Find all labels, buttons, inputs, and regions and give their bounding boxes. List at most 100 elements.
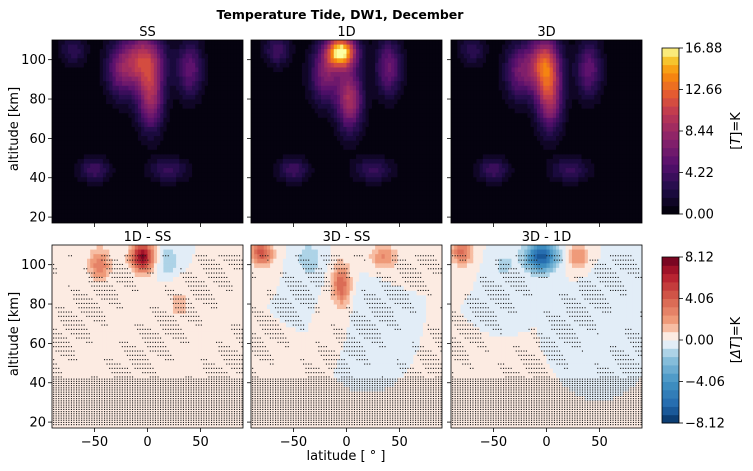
heatmap-cell bbox=[270, 72, 274, 78]
heatmap-cell bbox=[90, 177, 94, 183]
heatmap-cell bbox=[270, 81, 274, 87]
heatmap-cell bbox=[217, 154, 222, 160]
heatmap-cell bbox=[371, 154, 376, 160]
heatmap-cell bbox=[273, 149, 278, 155]
heatmap-cell bbox=[429, 209, 434, 215]
heatmap-cell bbox=[387, 195, 392, 201]
heatmap-cell bbox=[58, 158, 63, 165]
heatmap-cell bbox=[279, 131, 284, 137]
heatmap-cell bbox=[416, 149, 421, 155]
heatmap-cell bbox=[80, 67, 85, 73]
heatmap-cell bbox=[144, 168, 149, 174]
heatmap-cell bbox=[282, 58, 287, 64]
heatmap-cell bbox=[266, 168, 271, 174]
heatmap-cell bbox=[160, 195, 165, 201]
heatmap-cell bbox=[324, 213, 328, 220]
heatmap-cell bbox=[172, 209, 177, 215]
heatmap-cell bbox=[80, 58, 85, 64]
heatmap-cell bbox=[429, 117, 434, 123]
heatmap-cell bbox=[394, 40, 399, 46]
heatmap-cell bbox=[295, 94, 300, 101]
heatmap-cell bbox=[333, 81, 338, 87]
heatmap-cell bbox=[87, 186, 91, 192]
heatmap-cell bbox=[223, 67, 228, 73]
heatmap-cell bbox=[71, 49, 75, 55]
heatmap-cell bbox=[286, 172, 290, 178]
heatmap-cell bbox=[169, 158, 174, 165]
heatmap-cell bbox=[211, 158, 215, 165]
heatmap-cell bbox=[102, 218, 107, 223]
heatmap-cell bbox=[460, 131, 465, 137]
heatmap-cell bbox=[321, 53, 325, 59]
heatmap-cell bbox=[362, 149, 367, 155]
heatmap-cell bbox=[52, 163, 56, 169]
heatmap-cell bbox=[394, 145, 399, 151]
heatmap-cell bbox=[131, 44, 136, 50]
heatmap-cell bbox=[150, 67, 155, 73]
heatmap-cell bbox=[295, 67, 300, 73]
heatmap-cell bbox=[260, 113, 265, 119]
heatmap-cell bbox=[227, 186, 231, 192]
heatmap-cell bbox=[223, 44, 228, 50]
heatmap-cell bbox=[160, 163, 165, 169]
heatmap-cell bbox=[308, 81, 313, 87]
heatmap-cell bbox=[343, 62, 348, 69]
heatmap-cell bbox=[83, 53, 88, 59]
heatmap-cell bbox=[416, 163, 421, 169]
heatmap-cell bbox=[276, 131, 281, 137]
heatmap-cell bbox=[58, 209, 63, 215]
heatmap-cell bbox=[298, 113, 303, 119]
heatmap-cell bbox=[55, 72, 59, 78]
heatmap-cell bbox=[413, 113, 418, 119]
heatmap-cell bbox=[340, 149, 344, 155]
heatmap-cell bbox=[204, 136, 209, 142]
heatmap-cell bbox=[109, 67, 114, 73]
heatmap-cell bbox=[340, 44, 344, 50]
heatmap-cell bbox=[416, 140, 421, 146]
heatmap-cell bbox=[403, 99, 408, 105]
heatmap-cell bbox=[346, 44, 351, 50]
heatmap-cell bbox=[214, 76, 219, 82]
heatmap-cell bbox=[83, 149, 88, 155]
heatmap-cell bbox=[214, 122, 219, 128]
heatmap-cell bbox=[276, 145, 281, 151]
heatmap-cell bbox=[343, 163, 348, 169]
heatmap-cell bbox=[454, 99, 458, 105]
heatmap-cell bbox=[160, 117, 165, 123]
heatmap-cell bbox=[301, 177, 306, 183]
heatmap-cell bbox=[263, 126, 268, 133]
heatmap-cell bbox=[230, 126, 235, 133]
heatmap-cell bbox=[333, 90, 338, 96]
heatmap-cell bbox=[239, 154, 243, 160]
heatmap-cell bbox=[188, 67, 193, 73]
heatmap-cell bbox=[220, 158, 225, 165]
heatmap-cell bbox=[55, 195, 59, 201]
heatmap-cell bbox=[254, 99, 258, 105]
heatmap-cell bbox=[343, 204, 348, 210]
heatmap-cell bbox=[147, 113, 152, 119]
heatmap-cell bbox=[67, 181, 72, 187]
heatmap-cell bbox=[270, 136, 274, 142]
heatmap-cell bbox=[378, 49, 383, 55]
heatmap-cell bbox=[83, 181, 88, 187]
heatmap-cell bbox=[359, 72, 364, 78]
heatmap-cell bbox=[198, 126, 203, 133]
heatmap-cell bbox=[195, 213, 200, 220]
heatmap-cell bbox=[343, 53, 348, 59]
heatmap-cell bbox=[343, 104, 348, 110]
heatmap-cell bbox=[416, 136, 421, 142]
heatmap-cell bbox=[359, 122, 364, 128]
heatmap-cell bbox=[266, 218, 271, 223]
heatmap-cell bbox=[112, 177, 117, 183]
heatmap-cell bbox=[435, 200, 440, 206]
heatmap-cell bbox=[365, 67, 370, 73]
heatmap-cell bbox=[270, 94, 274, 101]
heatmap-cell bbox=[198, 204, 203, 210]
heatmap-cell bbox=[317, 113, 322, 119]
heatmap-cell bbox=[298, 190, 303, 197]
heatmap-cell bbox=[422, 140, 427, 146]
heatmap-cell bbox=[137, 85, 142, 91]
heatmap-cell bbox=[435, 168, 440, 174]
heatmap-cell bbox=[169, 163, 174, 169]
heatmap-cell bbox=[236, 213, 241, 220]
